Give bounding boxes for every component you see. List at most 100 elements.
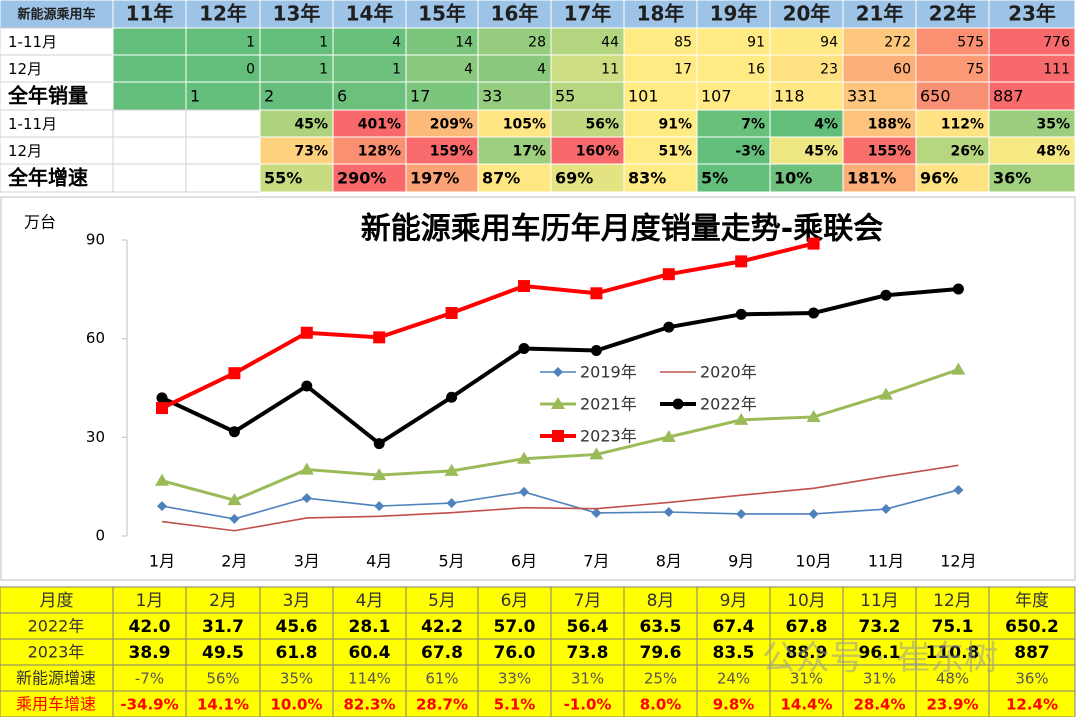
cell [259,163,334,193]
cell-text: 155% [868,144,911,160]
header-text: 年度 [1015,591,1049,611]
header-text: 15年 [418,2,466,26]
cell-text: 160% [576,144,619,160]
cell-text: 1 [392,62,401,78]
point [446,391,458,403]
cell-text: 9.8% [713,696,755,714]
cell-text: 48% [936,670,969,688]
cell [185,109,261,138]
cell-text: 24% [717,670,750,688]
cell-text: 31% [863,670,896,688]
point [301,380,313,392]
cell [623,81,698,111]
point [881,504,891,515]
cell [477,27,552,56]
y-tick-label: 30 [86,428,105,446]
header-cell [259,0,334,29]
point [591,507,602,518]
cell [185,664,261,692]
cell [842,664,917,692]
x-tick-label: 8月 [656,552,682,571]
watermark: 公众号 · 崔东树 [762,639,998,679]
legend-label: 2023年 [580,427,637,446]
cell-text: 331 [847,87,878,106]
cell [769,612,844,640]
cell-text: 48% [1036,144,1070,160]
legend-label: 2019年 [580,363,637,382]
cell-text: 776 [1043,35,1070,51]
cell-text: 31% [571,670,604,688]
row-label-cell [0,109,114,138]
row-label-cell [0,664,114,692]
cell [915,612,990,640]
point [661,430,676,443]
cell [696,612,771,640]
row-label: 12月 [8,142,42,160]
row-label: 2022年 [28,617,85,636]
cell-text: 12.4% [1006,696,1058,714]
cell-text: 159% [430,144,473,160]
cell-text: 87% [482,169,520,188]
header-text: 23年 [1008,2,1056,26]
legend-marker [552,430,564,442]
point [518,343,530,355]
point [519,486,529,497]
header-cell [477,586,552,614]
header-text: 7月 [574,591,602,611]
header-cell [332,0,407,29]
header-text: 6月 [501,591,529,611]
cell-text: 209% [430,117,473,133]
cell [550,27,625,56]
cell [550,163,625,193]
point [953,484,964,495]
cell-text: 110.8 [926,643,980,663]
cell-text: 650 [920,87,951,106]
cell-text: 91% [658,117,692,133]
cell-text: -1.0% [564,696,612,714]
point [735,308,747,320]
legend-marker [672,398,684,410]
cell-text: 33% [498,670,531,688]
legend-marker [551,397,565,409]
cell [477,638,552,666]
point [808,508,819,519]
cell-text: 94 [820,35,838,51]
x-tick-label: 3月 [294,552,320,571]
y-axis-label: 万台 [24,213,56,232]
point [156,402,168,415]
cell-text: 35% [1036,117,1070,133]
cell-text: 8.0% [640,696,682,714]
header-text: 4月 [356,591,384,611]
cell-text: 31.7 [202,617,244,637]
cell-text: 82.3% [343,696,395,714]
cell [112,81,187,111]
cell [915,664,990,692]
cell-text: 1 [190,87,200,106]
cell-text: 401% [358,117,401,133]
cell-text: 73.2 [859,617,901,637]
cell [550,109,625,138]
header-text: 11月 [860,591,899,611]
cell [332,136,407,165]
cell-text: 67.8 [421,643,463,663]
header-text: 11年 [126,2,174,26]
legend-label: 2022年 [700,395,757,414]
cell-text: 31% [790,670,823,688]
x-tick-label: 5月 [439,552,465,571]
cell [112,109,187,138]
cell [988,27,1076,56]
point [300,326,313,339]
cell-text: 38.9 [129,643,171,663]
cell [332,690,407,717]
cell [988,54,1076,83]
cell [405,81,479,111]
header-text: 18年 [637,2,685,26]
header-cell [112,0,187,29]
cell [112,612,187,640]
header-cell [769,0,844,29]
cell [769,664,844,692]
cell [405,54,479,83]
series-line [161,489,959,520]
cell [405,109,479,138]
cell [185,638,261,666]
